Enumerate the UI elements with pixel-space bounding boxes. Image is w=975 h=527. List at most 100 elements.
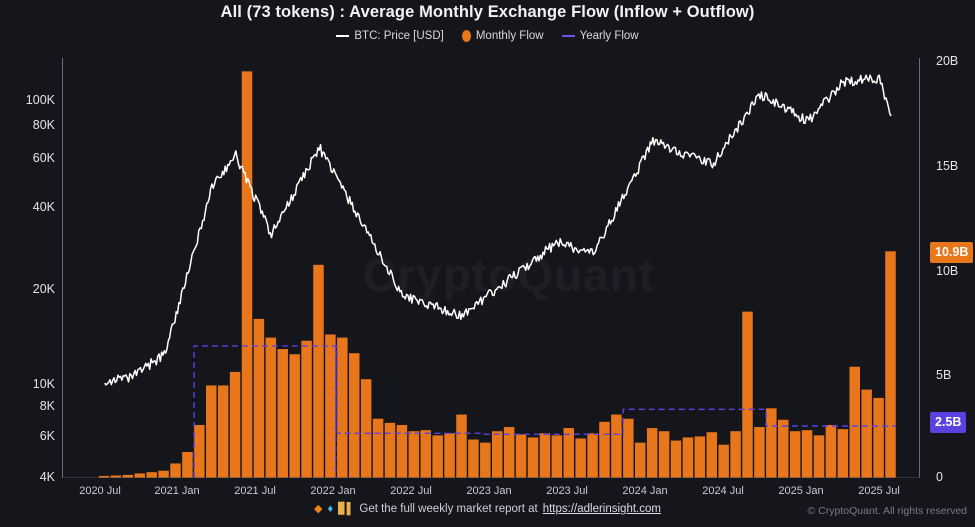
x-axis: 2020 Jul 2021 Jan 2021 Jul 2022 Jan 2022 Jul… [0, 485, 975, 501]
legend-label: Monthly Flow [475, 30, 544, 42]
bar-monthly-flow[interactable] [611, 414, 622, 478]
legend-item-yearly-flow[interactable]: Yearly Flow [561, 30, 639, 42]
y-axis-left-tick: 80K [32, 118, 55, 132]
bar-monthly-flow[interactable] [670, 440, 682, 478]
gem-icon: ♦ [327, 502, 334, 515]
bar-monthly-flow[interactable] [623, 418, 634, 478]
y-axis-left: 4K 6K 8K 10K 20K 40K 60K 80K 100K [0, 0, 55, 527]
footer-text: Get the full weekly market report at [359, 503, 538, 515]
bar-monthly-flow[interactable] [789, 431, 801, 478]
bar-monthly-flow[interactable] [837, 429, 849, 478]
bar-monthly-flow[interactable] [253, 318, 265, 478]
bar-monthly-flow[interactable] [658, 431, 670, 478]
bar-monthly-flow[interactable] [396, 424, 408, 478]
y-axis-right-tick: 20B [936, 54, 959, 68]
bar-monthly-flow[interactable] [563, 428, 574, 478]
bar-monthly-flow[interactable] [766, 408, 777, 478]
bar-monthly-flow[interactable] [408, 431, 420, 478]
bar-monthly-flow[interactable] [575, 438, 586, 478]
bar-monthly-flow[interactable] [635, 442, 646, 478]
bar-monthly-flow[interactable] [527, 437, 539, 478]
bar-monthly-flow[interactable] [265, 337, 277, 478]
bar-monthly-flow[interactable] [885, 251, 896, 478]
plot-area[interactable]: CryptoQuant [62, 58, 921, 479]
y-axis-right-tick: 10B [936, 264, 959, 278]
bar-monthly-flow[interactable] [778, 419, 789, 478]
bar-monthly-flow[interactable] [289, 354, 300, 478]
bar-monthly-flow[interactable] [646, 428, 658, 478]
x-axis-tick: 2021 Jul [234, 485, 276, 497]
bar-monthly-flow[interactable] [325, 334, 336, 478]
bar-monthly-flow[interactable] [337, 337, 348, 478]
y-axis-left-tick: 10K [32, 377, 55, 391]
bar-monthly-flow[interactable] [301, 340, 312, 478]
x-axis-tick: 2023 Jul [546, 485, 588, 497]
bar-monthly-flow[interactable] [170, 463, 181, 478]
bar-monthly-flow[interactable] [492, 431, 503, 478]
bar-monthly-flow[interactable] [194, 424, 205, 478]
bar-monthly-flow[interactable] [515, 434, 527, 478]
bar-monthly-flow[interactable] [730, 431, 741, 478]
bar-monthly-flow[interactable] [468, 439, 479, 478]
bar-monthly-flow[interactable] [146, 472, 157, 478]
legend-item-btc-price[interactable]: BTC: Price [USD] [336, 30, 444, 42]
page-title: All (73 tokens) : Average Monthly Exchan… [220, 3, 755, 21]
x-axis-tick: 2024 Jul [702, 485, 744, 497]
bar-monthly-flow[interactable] [110, 475, 122, 479]
x-axis-tick: 2023 Jan [466, 485, 512, 497]
bar-monthly-flow[interactable] [98, 475, 110, 478]
bar-monthly-flow[interactable] [229, 371, 241, 478]
bar-monthly-flow[interactable] [801, 430, 813, 478]
orange-diamond-icon: ◆ [314, 502, 323, 515]
bar-monthly-flow[interactable] [182, 452, 193, 478]
bar-monthly-flow[interactable] [360, 379, 372, 478]
bar-monthly-flow[interactable] [122, 474, 134, 478]
y-axis-left-tick: 20K [32, 282, 55, 296]
bar-monthly-flow[interactable] [742, 311, 753, 478]
bar-monthly-flow[interactable] [372, 418, 384, 478]
y-axis-right-tick: 15B [936, 159, 959, 173]
bar-monthly-flow[interactable] [599, 421, 610, 478]
bar-monthly-flow[interactable] [813, 435, 825, 478]
bar-monthly-flow[interactable] [432, 435, 443, 478]
bar-monthly-flow[interactable] [313, 264, 324, 478]
x-axis-tick: 2020 Jul [79, 485, 121, 497]
bar-monthly-flow[interactable] [849, 366, 860, 478]
bar-monthly-flow[interactable] [551, 435, 563, 478]
bar-monthly-flow[interactable] [444, 433, 455, 478]
bar-monthly-flow[interactable] [754, 427, 765, 478]
bar-monthly-flow[interactable] [587, 433, 598, 478]
line-btc-price[interactable] [104, 74, 892, 386]
bar-monthly-flow[interactable] [456, 414, 467, 478]
bar-monthly-flow[interactable] [694, 436, 706, 478]
copyright-text: © CryptoQuant. All rights reserved [807, 505, 967, 517]
report-link[interactable]: https://adlerinsight.com [542, 503, 661, 515]
bar-monthly-flow[interactable] [420, 430, 431, 478]
bar-monthly-flow[interactable] [682, 437, 694, 478]
bar-monthly-flow[interactable] [349, 353, 360, 478]
bar-monthly-flow[interactable] [158, 470, 169, 478]
bar-monthly-flow[interactable] [861, 389, 872, 478]
bar-monthly-flow[interactable] [873, 397, 884, 478]
bar-monthly-flow[interactable] [706, 432, 717, 478]
bar-monthly-flow[interactable] [206, 385, 217, 478]
chart-canvas [63, 71, 921, 479]
bar-monthly-flow[interactable] [134, 473, 145, 478]
y-axis-right-tick: 5B [936, 368, 952, 382]
legend-item-monthly-flow[interactable]: Monthly Flow [461, 30, 544, 42]
bar-monthly-flow[interactable] [718, 444, 729, 478]
bar-monthly-flow[interactable] [384, 422, 396, 478]
y-axis-left-tick: 60K [32, 151, 55, 165]
bar-monthly-flow[interactable] [241, 71, 253, 478]
bar-monthly-flow[interactable] [503, 427, 515, 478]
x-axis-tick: 2025 Jan [778, 485, 824, 497]
status-badge-yearly-flow: 2.5B [930, 412, 967, 433]
bar-monthly-flow[interactable] [539, 433, 551, 478]
bar-monthly-flow[interactable] [825, 424, 837, 478]
bar-chart-icon: ▊▌ [338, 502, 355, 515]
bar-monthly-flow[interactable] [277, 349, 288, 478]
y-axis-right-tick: 0 [936, 470, 943, 484]
bar-monthly-flow[interactable] [480, 442, 491, 478]
y-axis-left-tick: 8K [39, 399, 55, 413]
bar-monthly-flow[interactable] [217, 385, 229, 478]
